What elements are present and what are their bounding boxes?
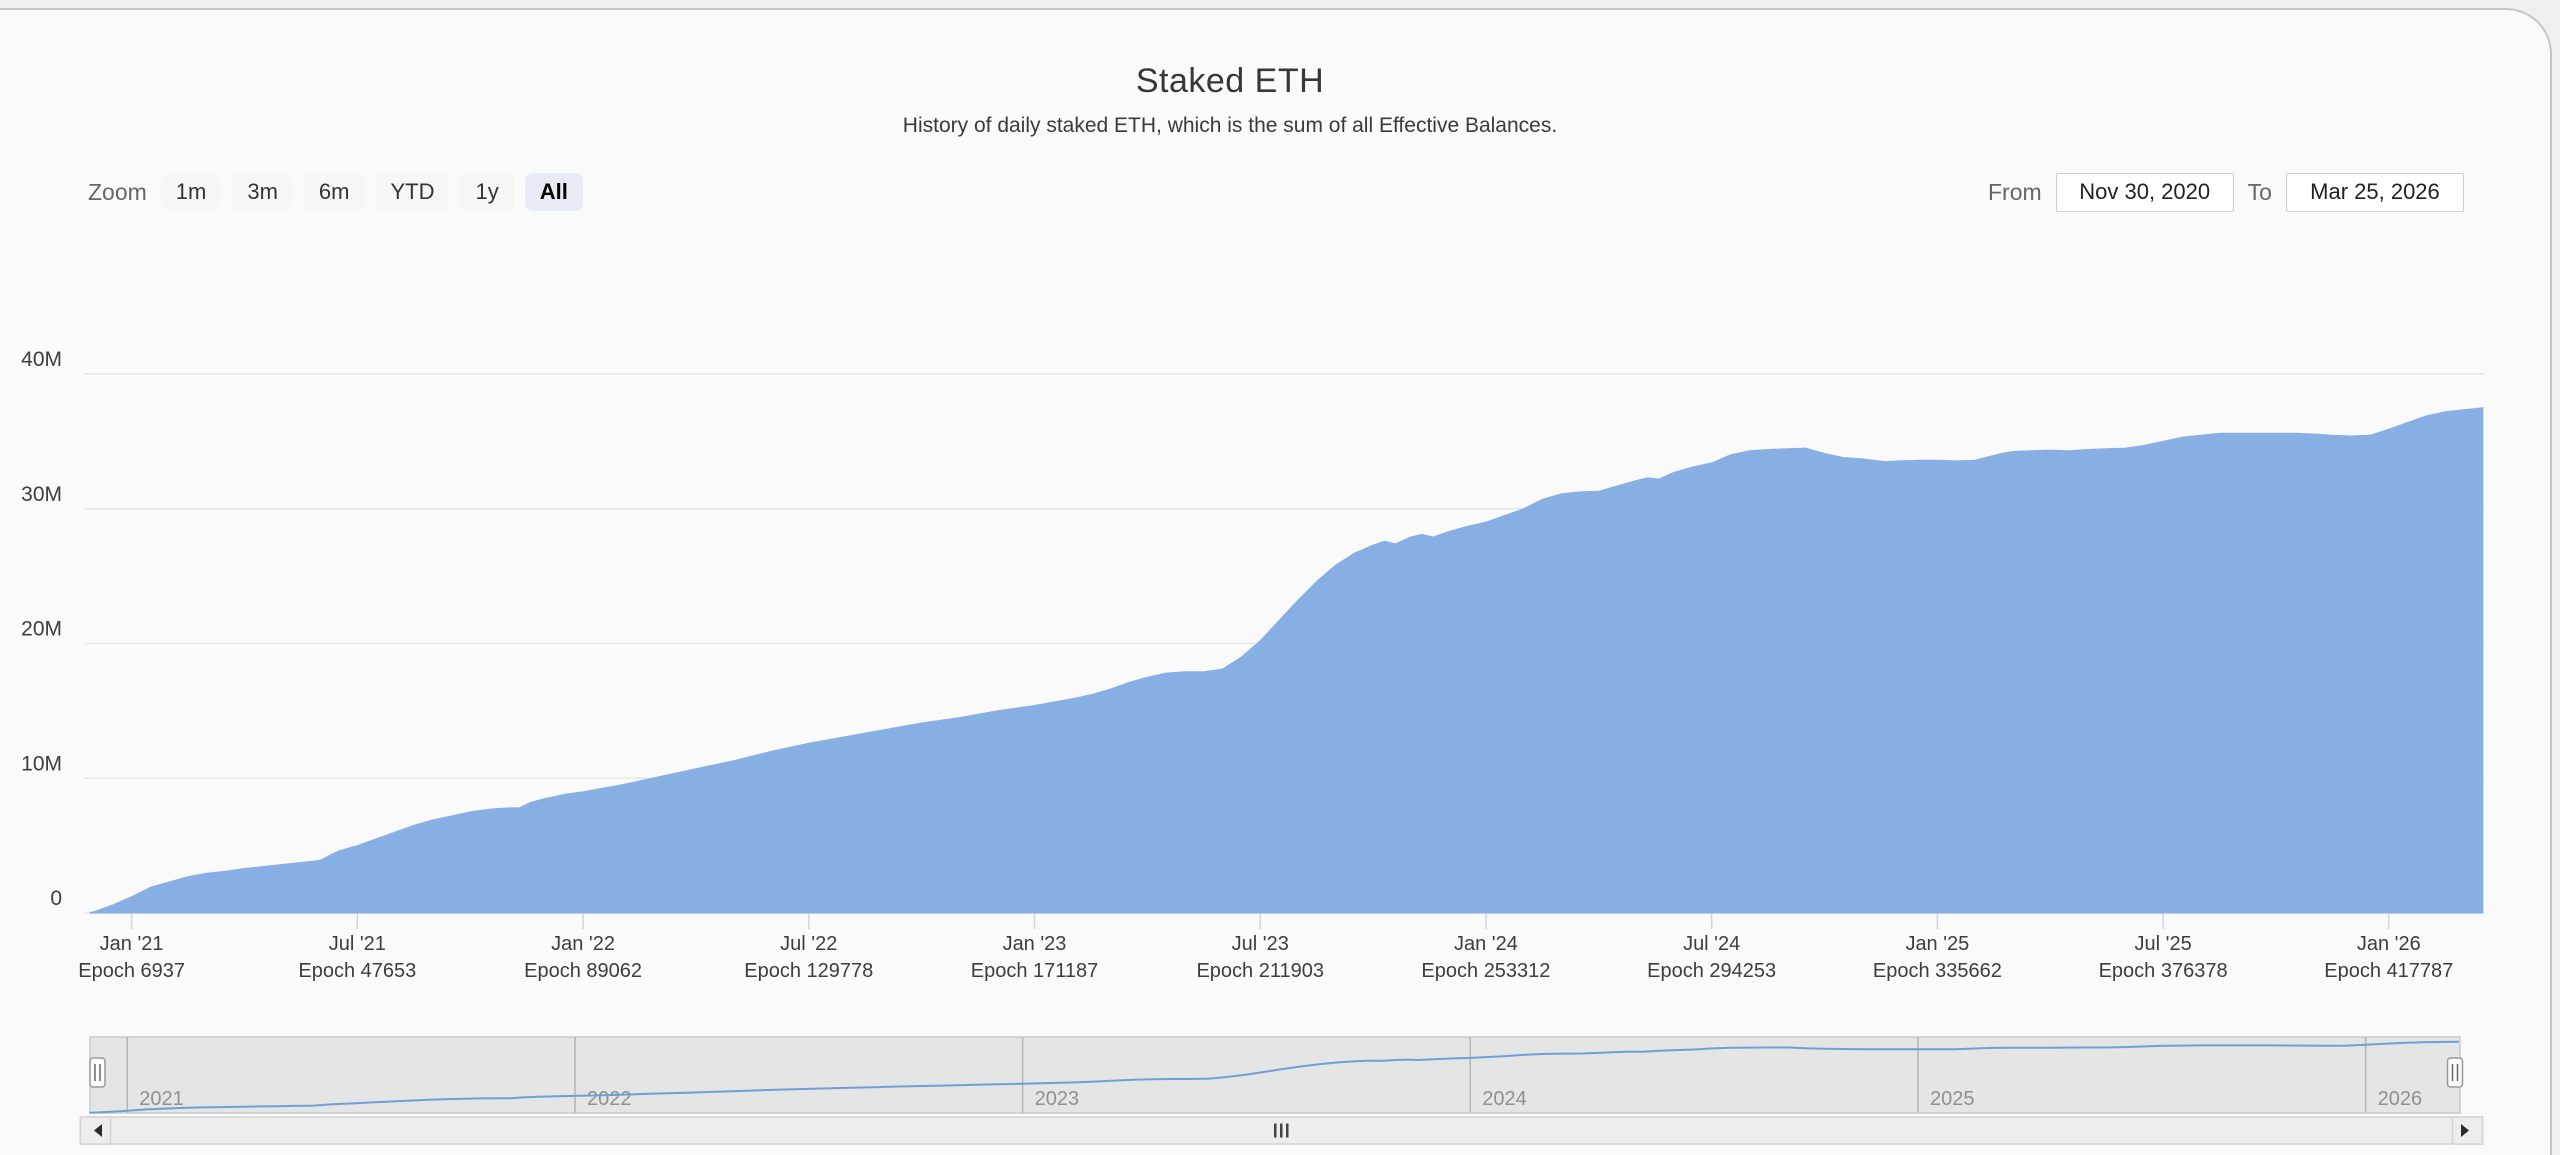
to-date-input[interactable] — [2285, 172, 2464, 212]
x-axis-labels: Jan '21 Epoch 6937 Jul '21 Epoch 47653 Jan '… — [78, 933, 2453, 982]
x-tick-epoch-label: Epoch 47653 — [298, 960, 416, 982]
zoom-button-1m[interactable]: 1m — [160, 172, 222, 212]
navigator-year-label: 2023 — [1035, 1088, 1080, 1110]
zoom-toolbar: Zoom 1m 3m 6m YTD 1y All — [88, 172, 583, 212]
handle-body[interactable] — [89, 1057, 106, 1088]
x-tick-month-label: Jan '23 — [1003, 933, 1067, 955]
zoom-button-6m[interactable]: 6m — [303, 172, 365, 212]
zoom-label: Zoom — [88, 178, 147, 205]
navigator-series-line — [89, 1040, 2459, 1114]
x-tick-epoch-label: Epoch 211903 — [1196, 960, 1324, 982]
y-tick-label: 10M — [21, 752, 62, 775]
x-tick-month-label: Jan '22 — [551, 933, 615, 955]
x-tick-month-label: Jul '25 — [2135, 933, 2192, 955]
x-tick-epoch-label: Epoch 294253 — [1647, 960, 1776, 982]
x-tick-epoch-label: Epoch 417787 — [2324, 960, 2453, 982]
navigator-year-label: 2021 — [139, 1088, 184, 1110]
navigator-track[interactable] — [89, 1036, 2461, 1114]
from-label: From — [1988, 178, 2042, 205]
staked-eth-area-series[interactable] — [89, 407, 2484, 914]
to-label: To — [2247, 178, 2272, 205]
x-tick-month-label: Jan '21 — [100, 933, 164, 955]
x-tick-month-label: Jan '25 — [1905, 933, 1969, 955]
zoom-button-ytd[interactable]: YTD — [375, 172, 450, 212]
from-date-input[interactable] — [2055, 172, 2234, 212]
chart-subtitle: History of daily staked ETH, which is th… — [902, 114, 1558, 137]
x-axis-ticks — [130, 913, 2390, 929]
zoom-button-1y[interactable]: 1y — [460, 172, 514, 212]
y-tick-label: 40M — [21, 348, 62, 371]
zoom-button-all[interactable]: All — [524, 172, 583, 212]
y-tick-label: 30M — [21, 483, 62, 506]
y-tick-label: 0 — [50, 887, 62, 910]
x-tick-epoch-label: Epoch 89062 — [524, 960, 642, 982]
x-tick-epoch-label: Epoch 6937 — [78, 960, 185, 982]
x-tick-month-label: Jul '22 — [780, 933, 837, 955]
navigator-year-label: 2025 — [1930, 1088, 1975, 1110]
zoom-button-group: 1m 3m 6m YTD 1y All — [160, 172, 583, 212]
navigator-year-grid: 2021 2022 2023 2024 2025 2026 — [126, 1037, 2423, 1113]
x-tick-month-label: Jul '24 — [1683, 933, 1740, 955]
navigator-year-label: 2026 — [2378, 1088, 2423, 1110]
x-tick-epoch-label: Epoch 335662 — [1873, 960, 2002, 982]
x-tick-epoch-label: Epoch 129778 — [744, 960, 873, 982]
navigator-left-handle[interactable] — [89, 1057, 106, 1088]
scrollbar-grip-bar — [1274, 1123, 1277, 1138]
navigator-year-label: 2022 — [587, 1088, 632, 1110]
scrollbar-left-arrow-icon[interactable] — [94, 1124, 102, 1137]
navigator-year-label: 2024 — [1482, 1088, 1527, 1110]
x-tick-month-label: Jul '23 — [1232, 933, 1289, 955]
x-tick-month-label: Jan '24 — [1454, 933, 1518, 955]
x-tick-epoch-label: Epoch 171187 — [971, 960, 1099, 982]
x-tick-epoch-label: Epoch 253312 — [1421, 960, 1550, 982]
scrollbar-right-arrow-icon[interactable] — [2461, 1124, 2469, 1137]
scrollbar-grip-bar — [1286, 1123, 1289, 1138]
y-tick-label: 20M — [21, 618, 62, 641]
x-tick-month-label: Jul '21 — [329, 933, 386, 955]
chart-title: Staked ETH — [1135, 62, 1325, 100]
scrollbar-grip-icon[interactable] — [1274, 1123, 1289, 1138]
navigator-right-handle[interactable] — [2446, 1057, 2464, 1088]
zoom-button-3m[interactable]: 3m — [232, 172, 293, 212]
scrollbar-grip-bar — [1280, 1123, 1283, 1138]
date-range-toolbar: From To — [1988, 172, 2464, 212]
y-axis-labels: 0 10M 20M 30M 40M — [21, 348, 62, 910]
x-tick-month-label: Jan '26 — [2357, 933, 2421, 955]
handle-body[interactable] — [2446, 1057, 2464, 1088]
x-tick-epoch-label: Epoch 376378 — [2099, 960, 2228, 982]
